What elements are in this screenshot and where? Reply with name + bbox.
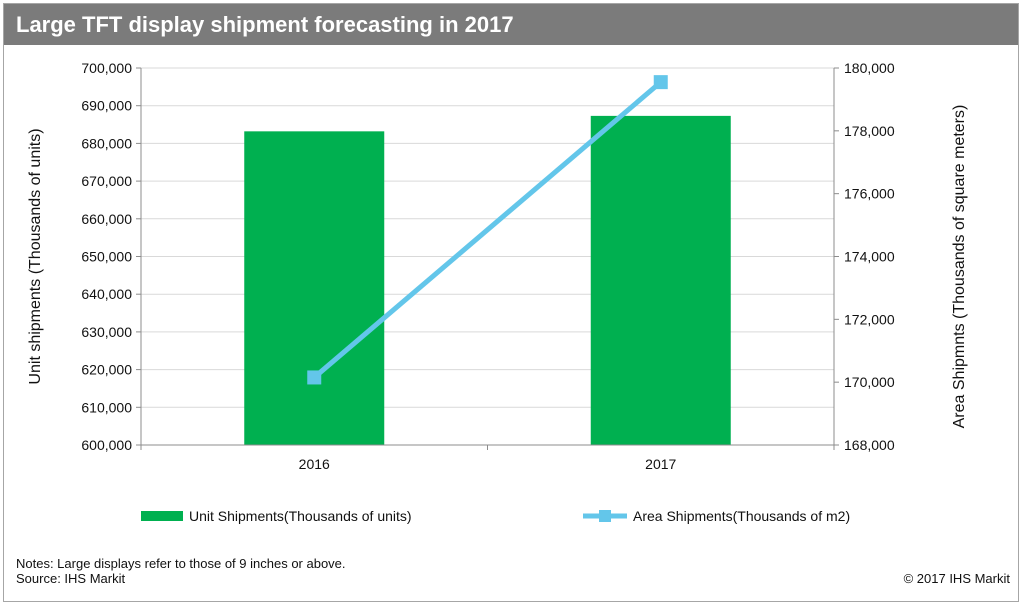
copyright-text: © 2017 IHS Markit xyxy=(903,571,1010,586)
y2-tick-label: 176,000 xyxy=(844,186,895,202)
y2-tick-label: 168,000 xyxy=(844,437,895,453)
legend-label-unit: Unit Shipments(Thousands of units) xyxy=(189,508,412,524)
source-text: Source: IHS Markit xyxy=(16,571,126,586)
y2-axis-title: Area Shipmnts (Thousands of square meter… xyxy=(951,105,968,429)
bar-2017 xyxy=(590,115,731,445)
y2-tick-label: 172,000 xyxy=(844,311,895,327)
line-area-shipments xyxy=(312,80,663,380)
legend-swatch-unit xyxy=(141,511,183,521)
notes-text: Notes: Large displays refer to those of … xyxy=(16,556,346,571)
y-tick-label: 620,000 xyxy=(81,362,132,378)
y2-tick-label: 174,000 xyxy=(844,249,895,265)
y2-tick-label: 178,000 xyxy=(844,123,895,139)
y-axis-title: Unit shipments (Thousands of units) xyxy=(27,128,44,384)
y-tick-label: 600,000 xyxy=(81,437,132,453)
y2-tick-label: 170,000 xyxy=(844,374,895,390)
chart-title: Large TFT display shipment forecasting i… xyxy=(4,4,1018,45)
point-2017 xyxy=(653,75,668,90)
y-tick-label: 660,000 xyxy=(81,211,132,227)
bar-2016 xyxy=(244,131,385,445)
point-2016 xyxy=(307,370,322,385)
y-tick-label: 650,000 xyxy=(81,249,132,265)
y2-tick-label: 180,000 xyxy=(844,60,895,76)
legend-label-area: Area Shipments(Thousands of m2) xyxy=(633,508,850,524)
y-tick-label: 680,000 xyxy=(81,135,132,151)
y-tick-label: 670,000 xyxy=(81,173,132,189)
legend-marker-area xyxy=(599,510,611,522)
chart-frame: Large TFT display shipment forecasting i… xyxy=(3,3,1019,602)
y-tick-label: 630,000 xyxy=(81,324,132,340)
x-tick-label: 2017 xyxy=(645,456,676,472)
y-tick-label: 610,000 xyxy=(81,399,132,415)
x-tick-label: 2016 xyxy=(299,456,330,472)
y-tick-label: 640,000 xyxy=(81,286,132,302)
y-tick-label: 700,000 xyxy=(81,60,132,76)
chart-notes: Notes: Large displays refer to those of … xyxy=(16,556,346,586)
y-tick-label: 690,000 xyxy=(81,98,132,114)
